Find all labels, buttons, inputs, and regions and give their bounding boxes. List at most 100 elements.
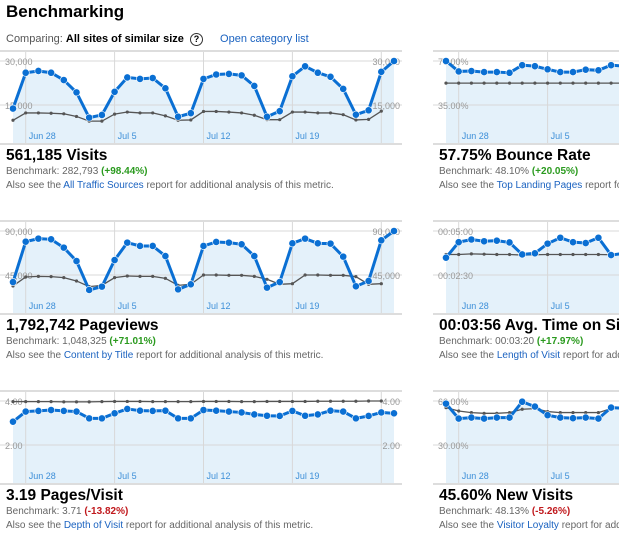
site-point[interactable]	[224, 70, 233, 78]
site-point[interactable]	[377, 408, 386, 417]
benchmark-point[interactable]	[316, 111, 320, 115]
site-point[interactable]	[85, 286, 94, 294]
site-point[interactable]	[442, 253, 450, 262]
site-point[interactable]	[326, 406, 335, 415]
site-point[interactable]	[59, 243, 68, 252]
benchmark-point[interactable]	[138, 111, 142, 115]
site-point[interactable]	[594, 66, 603, 75]
benchmark-point[interactable]	[74, 279, 79, 283]
report-link[interactable]: Visitor Loyalty	[496, 520, 559, 531]
benchmark-point[interactable]	[571, 410, 575, 415]
benchmark-point[interactable]	[354, 399, 358, 403]
site-point[interactable]	[594, 233, 603, 242]
benchmark-point[interactable]	[328, 399, 333, 403]
benchmark-point[interactable]	[303, 273, 307, 277]
site-point[interactable]	[543, 411, 552, 420]
site-point[interactable]	[301, 62, 309, 71]
benchmark-point[interactable]	[214, 109, 218, 114]
benchmark-point[interactable]	[596, 410, 600, 415]
site-point[interactable]	[186, 414, 195, 423]
benchmark-point[interactable]	[113, 276, 117, 280]
site-point[interactable]	[467, 235, 476, 244]
benchmark-point[interactable]	[507, 410, 512, 415]
site-point[interactable]	[9, 104, 17, 113]
benchmark-point[interactable]	[252, 400, 256, 404]
benchmark-point[interactable]	[62, 276, 66, 280]
benchmark-point[interactable]	[533, 81, 537, 85]
site-point[interactable]	[556, 68, 565, 76]
benchmark-point[interactable]	[227, 273, 231, 277]
site-point[interactable]	[110, 87, 119, 96]
benchmark-point[interactable]	[36, 400, 41, 404]
benchmark-point[interactable]	[444, 81, 448, 85]
site-point[interactable]	[174, 112, 182, 121]
site-point[interactable]	[518, 397, 527, 406]
benchmark-point[interactable]	[125, 399, 129, 404]
benchmark-point[interactable]	[303, 399, 307, 404]
site-point[interactable]	[339, 407, 348, 416]
benchmark-point[interactable]	[584, 252, 588, 257]
report-link[interactable]: All Traffic Sources	[63, 180, 144, 191]
benchmark-point[interactable]	[201, 399, 206, 404]
benchmark-point[interactable]	[520, 81, 524, 85]
benchmark-point[interactable]	[240, 111, 244, 115]
benchmark-point[interactable]	[113, 399, 117, 404]
benchmark-point[interactable]	[316, 273, 320, 277]
benchmark-point[interactable]	[379, 399, 383, 403]
benchmark-point[interactable]	[163, 400, 167, 404]
benchmark-point[interactable]	[341, 273, 345, 277]
site-point[interactable]	[364, 106, 373, 115]
site-point[interactable]	[288, 406, 297, 415]
benchmark-point[interactable]	[227, 399, 231, 404]
site-point[interactable]	[174, 285, 182, 294]
site-point[interactable]	[21, 237, 30, 246]
site-point[interactable]	[110, 256, 119, 264]
benchmark-point[interactable]	[49, 275, 53, 279]
benchmark-point[interactable]	[520, 407, 524, 411]
site-point[interactable]	[569, 238, 577, 247]
site-point[interactable]	[581, 239, 590, 247]
site-point[interactable]	[237, 71, 246, 80]
site-point[interactable]	[148, 406, 157, 415]
benchmark-point[interactable]	[584, 410, 588, 415]
site-point[interactable]	[250, 252, 259, 260]
benchmark-point[interactable]	[74, 400, 79, 404]
benchmark-point[interactable]	[584, 81, 588, 85]
site-point[interactable]	[351, 282, 360, 291]
benchmark-point[interactable]	[138, 399, 142, 404]
site-point[interactable]	[581, 413, 590, 422]
site-point[interactable]	[390, 57, 398, 65]
site-point[interactable]	[263, 112, 271, 121]
benchmark-point[interactable]	[596, 81, 600, 85]
benchmark-point[interactable]	[457, 252, 461, 257]
benchmark-point[interactable]	[367, 117, 371, 121]
site-point[interactable]	[607, 61, 615, 70]
benchmark-point[interactable]	[11, 118, 15, 122]
site-point[interactable]	[237, 240, 246, 249]
benchmark-point[interactable]	[507, 252, 512, 257]
site-point[interactable]	[275, 107, 284, 116]
site-point[interactable]	[556, 413, 565, 422]
benchmark-point[interactable]	[214, 273, 218, 277]
site-point[interactable]	[313, 410, 322, 419]
site-point[interactable]	[492, 68, 501, 76]
site-point[interactable]	[212, 238, 221, 246]
benchmark-point[interactable]	[74, 114, 79, 119]
benchmark-point[interactable]	[163, 276, 167, 280]
site-point[interactable]	[569, 414, 577, 423]
site-point[interactable]	[454, 238, 463, 247]
benchmark-point[interactable]	[558, 81, 562, 85]
site-point[interactable]	[237, 408, 246, 417]
site-point[interactable]	[390, 227, 398, 235]
benchmark-point[interactable]	[201, 273, 206, 277]
site-point[interactable]	[136, 406, 144, 415]
site-point[interactable]	[98, 414, 106, 423]
site-point[interactable]	[161, 252, 170, 260]
site-point[interactable]	[339, 252, 348, 261]
site-point[interactable]	[390, 409, 398, 418]
site-point[interactable]	[186, 109, 195, 118]
site-point[interactable]	[301, 411, 309, 420]
site-point[interactable]	[531, 249, 539, 258]
site-point[interactable]	[123, 238, 132, 247]
site-point[interactable]	[136, 242, 144, 250]
